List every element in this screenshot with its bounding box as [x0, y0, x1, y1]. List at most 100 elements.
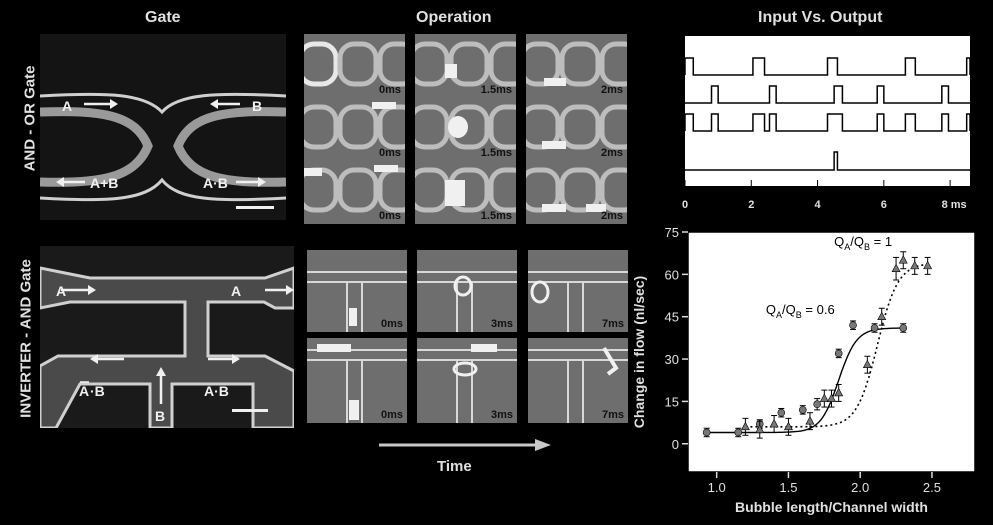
x-tick-label: 2.0 — [851, 480, 869, 495]
y-tick-label: 45 — [665, 310, 679, 325]
data-point-triangle — [910, 260, 920, 270]
series-annotation: QA/QB = 0.6 — [766, 302, 835, 320]
op-time-label: 2ms — [600, 147, 623, 159]
op-tile: 3ms — [417, 338, 517, 423]
waveform-trace-1 — [684, 57, 971, 76]
data-point-circle — [849, 321, 857, 329]
x-axis-title: Bubble length/Channel width — [735, 499, 928, 515]
data-point-triangle — [740, 421, 750, 431]
op-tile: 1.5ms — [415, 97, 516, 161]
data-point-circle — [702, 428, 711, 437]
op-tile: 2ms — [526, 34, 627, 98]
gate-label-a-plus-b: A+B — [90, 175, 119, 191]
inv-label-not-a: A — [79, 383, 90, 399]
data-point-triangle — [827, 393, 836, 402]
waveform-signal-label: A+B — [661, 119, 681, 130]
data-point-triangle — [862, 359, 872, 369]
waveform-signal-label: B — [674, 91, 681, 102]
scale-bar — [236, 206, 274, 209]
op-tile: 0ms — [307, 250, 407, 332]
op-time-label: 1.5ms — [480, 210, 512, 222]
plot-area — [687, 231, 976, 473]
inv-label-a-dot-b: A·B — [204, 383, 229, 399]
data-point-circle — [799, 406, 807, 414]
op-tile: 0ms — [304, 97, 405, 161]
time-label: Time — [437, 458, 472, 475]
data-point-triangle — [891, 263, 901, 273]
op-time-label: 1.5ms — [480, 147, 512, 159]
op-time-label: 2ms — [600, 84, 623, 96]
op-tile: 2ms — [526, 97, 627, 161]
data-point-triangle — [783, 421, 793, 431]
op-tile: 7ms — [528, 338, 628, 423]
data-point-triangle — [769, 418, 779, 428]
waveform-signal-label: A — [674, 63, 681, 74]
waveform-trace-4 — [685, 151, 970, 171]
waveform-signal-label: A.B — [664, 157, 681, 168]
op-tile: 1.5ms — [415, 34, 516, 98]
scale-bar — [232, 409, 268, 412]
y-tick-label: 15 — [665, 394, 679, 409]
waveform-x-tick-label: 6 — [881, 199, 887, 211]
gate-header: Gate — [145, 9, 181, 26]
inv-label-a-left: A — [56, 283, 67, 299]
data-point-triangle — [834, 387, 844, 397]
time-arrow — [379, 439, 551, 451]
and-or-channel-drawing — [40, 92, 286, 209]
op-time-label: 1.5ms — [480, 84, 512, 96]
data-point-triangle — [755, 424, 765, 433]
waveform-x-tick-label: 4 — [814, 199, 821, 211]
op-time-label: 0ms — [380, 409, 403, 421]
op-tile: 0ms — [307, 338, 407, 423]
operation-header: Operation — [416, 9, 492, 26]
inv-label-a-right: A — [231, 283, 242, 299]
inv-label-b: B — [155, 408, 166, 424]
waveform-x-tick-label: 8 ms — [942, 199, 967, 211]
y-tick-label: 75 — [665, 225, 679, 240]
op-time-label: 2ms — [600, 210, 623, 222]
data-point-circle — [899, 324, 908, 332]
row-label-inverter-and: INVERTER - AND Gate — [17, 259, 35, 418]
op-tile: 3ms — [417, 250, 517, 332]
flow-chart: 1.0 1.5 2.0 2.5 0 15 30 45 60 75 Bubble length/Cha… — [631, 225, 976, 515]
y-tick-label: 0 — [672, 437, 679, 452]
op-time-label: 3ms — [490, 318, 513, 330]
data-point-circle — [777, 408, 786, 417]
waveform-panel: A B A+B A.B 0 2 4 6 8 ms — [661, 36, 971, 211]
waveform-trace-3 — [684, 113, 971, 132]
op-time-label: 3ms — [490, 409, 513, 421]
gate-label-a-dot-b: A·B — [203, 175, 228, 191]
op-tile: 7ms — [528, 250, 628, 332]
op-time-label: 0ms — [378, 210, 401, 222]
op-time-label: 0ms — [380, 318, 403, 330]
data-point-circle — [734, 428, 743, 437]
x-tick-label: 2.5 — [923, 480, 941, 495]
data-point-circle — [813, 400, 821, 409]
row-label-and-or: AND - OR Gate — [21, 65, 39, 172]
op-tile: 1.5ms — [415, 160, 516, 224]
waveform-trace-2 — [685, 85, 970, 104]
inv-label-not-a-dot-b: ·B — [90, 383, 105, 399]
op-time-label: 0ms — [378, 84, 401, 96]
waveform-x-tick-label: 0 — [682, 199, 688, 211]
x-tick-label: 1.0 — [708, 480, 726, 495]
op-time-label: 7ms — [601, 409, 624, 421]
input-output-header: Input Vs. Output — [758, 9, 883, 26]
inverter-and-gate-image: A A A ·B A·B B — [40, 246, 294, 428]
waveform-x-tick-label: 2 — [748, 199, 754, 211]
series-annotation: QA/QB = 1 — [834, 234, 892, 252]
data-point-triangle — [877, 311, 887, 321]
op-tile: 2ms — [526, 160, 627, 224]
data-point-triangle — [898, 255, 908, 264]
x-tick-label: 1.5 — [779, 480, 797, 495]
data-point-circle — [834, 349, 843, 358]
y-tick-label: 60 — [665, 267, 679, 282]
gate-label-b: B — [252, 98, 263, 114]
y-tick-label: 30 — [665, 352, 679, 367]
y-axis-title: Change in flow (nl/sec) — [631, 276, 647, 428]
data-point-triangle — [819, 393, 829, 402]
op-time-label: 0ms — [378, 147, 401, 159]
op-time-label: 7ms — [601, 318, 624, 330]
inverter-channel-drawing — [40, 266, 294, 428]
